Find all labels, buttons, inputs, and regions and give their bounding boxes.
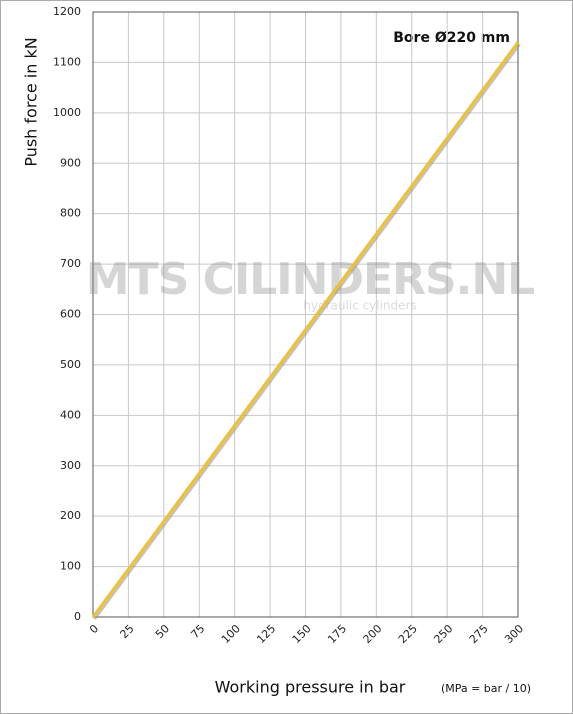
y-tick-label: 200 — [60, 509, 81, 522]
y-tick-label: 400 — [60, 408, 81, 421]
y-tick-label: 1100 — [53, 55, 81, 68]
y-tick-label: 300 — [60, 459, 81, 472]
y-tick-label: 500 — [60, 358, 81, 371]
y-tick-label: 700 — [60, 257, 81, 270]
y-tick-label: 0 — [74, 610, 81, 623]
line-shadow — [93, 43, 521, 620]
y-tick-label: 100 — [60, 560, 81, 573]
x-axis-label: Working pressure in bar — [215, 678, 406, 697]
y-tick-label: 600 — [60, 308, 81, 321]
y-axis-label: Push force in kN — [22, 37, 41, 166]
y-tick-label: 800 — [60, 207, 81, 220]
y-tick-label: 1000 — [53, 106, 81, 119]
series-line — [91, 41, 520, 618]
y-tick-label: 900 — [60, 156, 81, 169]
watermark-text: MTS CILINDERS.NL — [86, 254, 534, 305]
watermark: MTS CILINDERS.NL hydraulic cylinders — [86, 254, 535, 313]
plot-border — [92, 11, 519, 618]
x-axis-note: (MPa = bar / 10) — [441, 682, 531, 695]
annotation: Bore Ø220 mm — [393, 30, 510, 46]
watermark-sub: hydraulic cylinders — [303, 299, 416, 313]
y-tick-label: 1200 — [53, 5, 81, 18]
